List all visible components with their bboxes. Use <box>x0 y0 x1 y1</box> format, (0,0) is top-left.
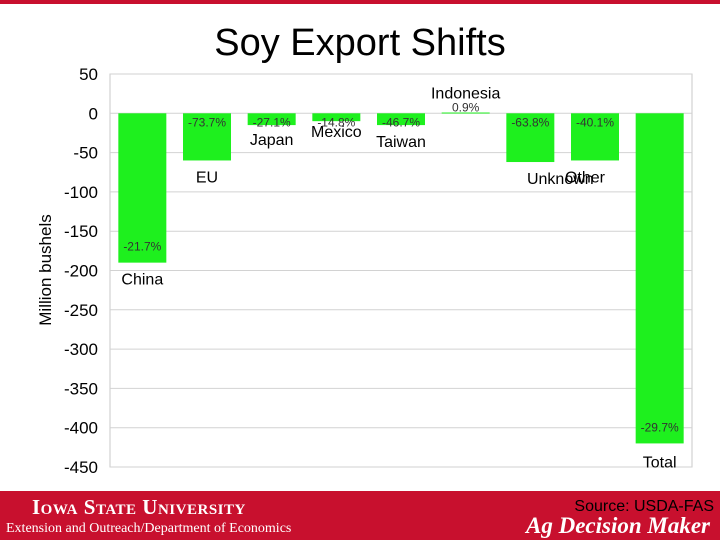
y-axis-label: Million bushels <box>36 214 55 326</box>
bar <box>247 113 296 126</box>
bar-chart: 50 0 -50 -100 -150 -200 -250 -300 -350 -400 -450 Mi… <box>36 65 693 477</box>
data-label: -46.7% <box>382 115 420 129</box>
y-tick-label: -400 <box>64 419 98 438</box>
footer-bar <box>0 491 720 540</box>
y-tick-label: -300 <box>64 340 98 359</box>
bar <box>118 113 167 263</box>
data-label: -63.8% <box>511 115 549 129</box>
y-tick-label: -450 <box>64 458 98 477</box>
data-label: -27.1% <box>253 115 291 129</box>
category-label: Indonesia <box>431 85 500 102</box>
bar <box>441 112 490 114</box>
y-tick-label: -100 <box>64 183 98 202</box>
bar <box>312 113 361 122</box>
category-label: EU <box>196 169 218 186</box>
y-tick-label: -150 <box>64 222 98 241</box>
y-tick-label: 0 <box>89 104 98 123</box>
slide-title: Soy Export Shifts <box>214 22 506 64</box>
category-label: Other <box>565 169 606 186</box>
y-tick-label: 50 <box>79 65 98 84</box>
y-tick-label: -200 <box>64 262 98 281</box>
bar <box>377 113 425 126</box>
category-label: Unknown <box>527 171 594 188</box>
category-label: China <box>121 272 163 289</box>
data-label: -21.7% <box>123 240 161 254</box>
y-tick-label: -50 <box>73 144 98 163</box>
category-label: Total <box>643 454 677 471</box>
data-label: 0.9% <box>452 100 480 114</box>
brand-logo: Ag Decision Maker <box>526 513 710 538</box>
category-label: Taiwan <box>376 134 426 151</box>
university-logo: Iowa State University <box>32 495 246 519</box>
y-tick-label: -250 <box>64 301 98 320</box>
category-label: Japan <box>250 132 294 149</box>
bar <box>635 113 684 444</box>
data-label: -29.7% <box>641 420 679 434</box>
data-label: -73.7% <box>188 115 226 129</box>
data-label: -40.1% <box>576 115 614 129</box>
data-label: -14.8% <box>317 115 355 129</box>
source-note: Source: USDA-FAS <box>574 498 714 515</box>
category-label: Mexico <box>311 124 362 141</box>
bar <box>183 113 231 161</box>
department-name: Extension and Outreach/Department of Eco… <box>6 521 292 536</box>
bar <box>571 113 619 161</box>
y-tick-label: -350 <box>64 379 98 398</box>
top-accent-bar <box>0 0 720 4</box>
bar <box>506 113 555 163</box>
